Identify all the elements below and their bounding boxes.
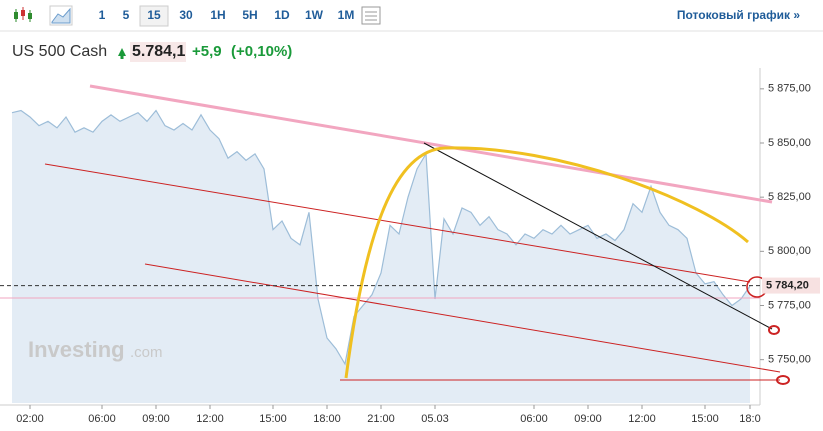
x-tick-label: 05.03 bbox=[421, 413, 449, 425]
x-tick-label: 15:00 bbox=[259, 413, 287, 425]
interval-bar: 1 5 15 30 1H 5H 1D 1W 1M bbox=[99, 5, 355, 27]
channel-line bbox=[144, 263, 781, 373]
toolbar bbox=[0, 0, 823, 31]
x-tick-label: 06:00 bbox=[88, 413, 116, 425]
price-overlay: 5 784,20 bbox=[0, 277, 820, 294]
y-tick-label: 5 850,00 bbox=[768, 137, 811, 149]
x-tick-label: 15:00 bbox=[691, 413, 719, 425]
x-tick-label: 12:00 bbox=[196, 413, 224, 425]
y-tick-label: 5 775,00 bbox=[768, 299, 811, 311]
interval-button[interactable]: 1 bbox=[99, 8, 106, 22]
x-tick-label: 06:00 bbox=[520, 413, 548, 425]
x-tick-label: 12:00 bbox=[628, 413, 656, 425]
interval-selected bbox=[139, 5, 169, 27]
interval-button[interactable]: 1W bbox=[305, 8, 324, 22]
price: 5.784,1 bbox=[132, 43, 185, 60]
candle-icon[interactable] bbox=[14, 7, 32, 22]
x-tick-label: 18:00 bbox=[313, 413, 341, 425]
interval-button[interactable]: 1D bbox=[274, 8, 290, 22]
x-tick-label: 09:00 bbox=[142, 413, 170, 425]
y-tick-label: 5 875,00 bbox=[768, 83, 811, 95]
area bbox=[12, 110, 750, 403]
stream-link[interactable]: Потоковый график » bbox=[677, 8, 800, 22]
last-price-label: 5 784,20 bbox=[766, 279, 809, 291]
interval-button[interactable]: 5 bbox=[123, 8, 130, 22]
marker bbox=[776, 375, 790, 385]
marker bbox=[768, 325, 780, 335]
drawings bbox=[44, 84, 790, 385]
x-tick-label: 21:00 bbox=[367, 413, 395, 425]
arc-drawing bbox=[344, 146, 749, 379]
watermark-brand: Investing bbox=[28, 337, 125, 362]
settings-icon[interactable] bbox=[361, 6, 381, 25]
x-tick-label: 09:00 bbox=[574, 413, 602, 425]
line bbox=[11, 109, 751, 366]
plot: 5 750,00 5 775,00 5 800,00 5 825,00 5 850,00… bbox=[0, 68, 811, 425]
change-pct: (+0,10%) bbox=[231, 43, 292, 60]
interval-button[interactable]: 30 bbox=[179, 8, 193, 22]
last-price-box bbox=[762, 277, 820, 294]
up-arrow bbox=[118, 48, 126, 59]
trendline-black bbox=[423, 142, 773, 330]
y-tick-label: 5 825,00 bbox=[768, 191, 811, 203]
price-bg bbox=[130, 42, 186, 62]
interval-button[interactable]: 1H bbox=[210, 8, 225, 22]
y-tick-label: 5 750,00 bbox=[768, 354, 811, 366]
channel-line bbox=[44, 163, 751, 283]
x-tick-label: 18:0 bbox=[739, 413, 760, 425]
interval-button[interactable]: 1M bbox=[338, 8, 355, 22]
watermark-suffix: .com bbox=[130, 344, 163, 361]
x-tick-label: 02:00 bbox=[16, 413, 44, 425]
interval-button[interactable]: 15 bbox=[147, 8, 161, 22]
trendline-pink bbox=[89, 84, 773, 204]
change: +5,9 bbox=[192, 43, 222, 60]
area-icon[interactable] bbox=[49, 5, 73, 26]
y-tick-label: 5 800,00 bbox=[768, 245, 811, 257]
instrument-name: US 500 Cash bbox=[12, 43, 107, 60]
interval-button[interactable]: 5H bbox=[242, 8, 257, 22]
